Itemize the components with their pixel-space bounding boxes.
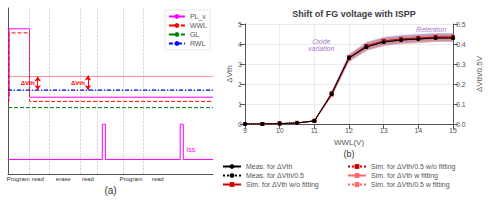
svg-text:11: 11 xyxy=(311,127,318,134)
svg-text:0.4: 0.4 xyxy=(456,41,466,48)
svg-text:Sim. for ΔVth/0.5 w/o fitting: Sim. for ΔVth/0.5 w/o fitting xyxy=(371,163,456,171)
svg-text:Sim. for ΔVth w fitting: Sim. for ΔVth w fitting xyxy=(371,172,438,180)
svg-text:ΔVth: ΔVth xyxy=(71,80,85,86)
svg-text:ΔVth: ΔVth xyxy=(225,65,234,82)
svg-text:Oxide: Oxide xyxy=(312,38,330,45)
svg-text:10: 10 xyxy=(276,127,284,134)
svg-text:read: read xyxy=(152,176,164,182)
svg-text:0.3: 0.3 xyxy=(456,61,466,68)
svg-text:3: 3 xyxy=(238,61,242,68)
svg-text:0.2: 0.2 xyxy=(456,81,466,88)
svg-text:erase: erase xyxy=(56,176,72,182)
svg-text:15: 15 xyxy=(449,127,457,134)
svg-text:(b): (b) xyxy=(344,149,355,159)
svg-text:(a): (a) xyxy=(104,185,116,196)
svg-text:5: 5 xyxy=(238,21,242,28)
svg-text:Retention: Retention xyxy=(416,26,446,33)
svg-text:GL: GL xyxy=(190,31,199,38)
svg-text:13: 13 xyxy=(380,127,388,134)
svg-text:ΔVth: ΔVth xyxy=(21,80,35,86)
svg-text:9: 9 xyxy=(243,127,247,134)
svg-text:Sim. for ΔVth/0.5 w fitting: Sim. for ΔVth/0.5 w fitting xyxy=(371,181,450,189)
svg-text:Shift of FG voltage with ISPP: Shift of FG voltage with ISPP xyxy=(292,9,416,19)
svg-text:variation: variation xyxy=(308,45,335,52)
svg-text:1: 1 xyxy=(238,101,242,108)
svg-text:WWL(V): WWL(V) xyxy=(334,138,365,147)
svg-text:Program: Program xyxy=(119,176,142,182)
svg-text:12: 12 xyxy=(345,127,353,134)
svg-text:PL_v: PL_v xyxy=(190,13,206,21)
svg-text:WWL: WWL xyxy=(190,22,207,29)
svg-text:read: read xyxy=(82,176,94,182)
svg-text:0.5: 0.5 xyxy=(456,21,466,28)
svg-text:read: read xyxy=(32,176,44,182)
svg-text:Meas. for ΔVth/0.5: Meas. for ΔVth/0.5 xyxy=(246,172,304,179)
svg-text:0.0: 0.0 xyxy=(456,121,466,128)
svg-text:2: 2 xyxy=(238,81,242,88)
svg-text:Iss: Iss xyxy=(186,146,195,153)
svg-text:ΔVth/0.5V: ΔVth/0.5V xyxy=(475,55,484,92)
svg-text:Program: Program xyxy=(7,176,30,182)
svg-text:Sim. for ΔVth w/o fitting: Sim. for ΔVth w/o fitting xyxy=(246,181,319,189)
svg-text:RWL: RWL xyxy=(190,40,206,47)
svg-text:0.1: 0.1 xyxy=(456,101,466,108)
svg-text:14: 14 xyxy=(414,127,422,134)
svg-text:Meas. for ΔVth: Meas. for ΔVth xyxy=(246,163,292,170)
svg-text:0: 0 xyxy=(238,121,242,128)
svg-text:4: 4 xyxy=(238,41,242,48)
